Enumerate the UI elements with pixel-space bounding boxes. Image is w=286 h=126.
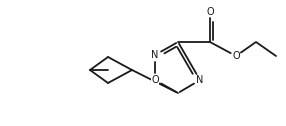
Text: N: N — [151, 50, 159, 60]
Text: O: O — [206, 7, 214, 17]
Text: O: O — [232, 51, 240, 61]
Text: O: O — [151, 75, 159, 85]
Text: N: N — [196, 75, 204, 85]
